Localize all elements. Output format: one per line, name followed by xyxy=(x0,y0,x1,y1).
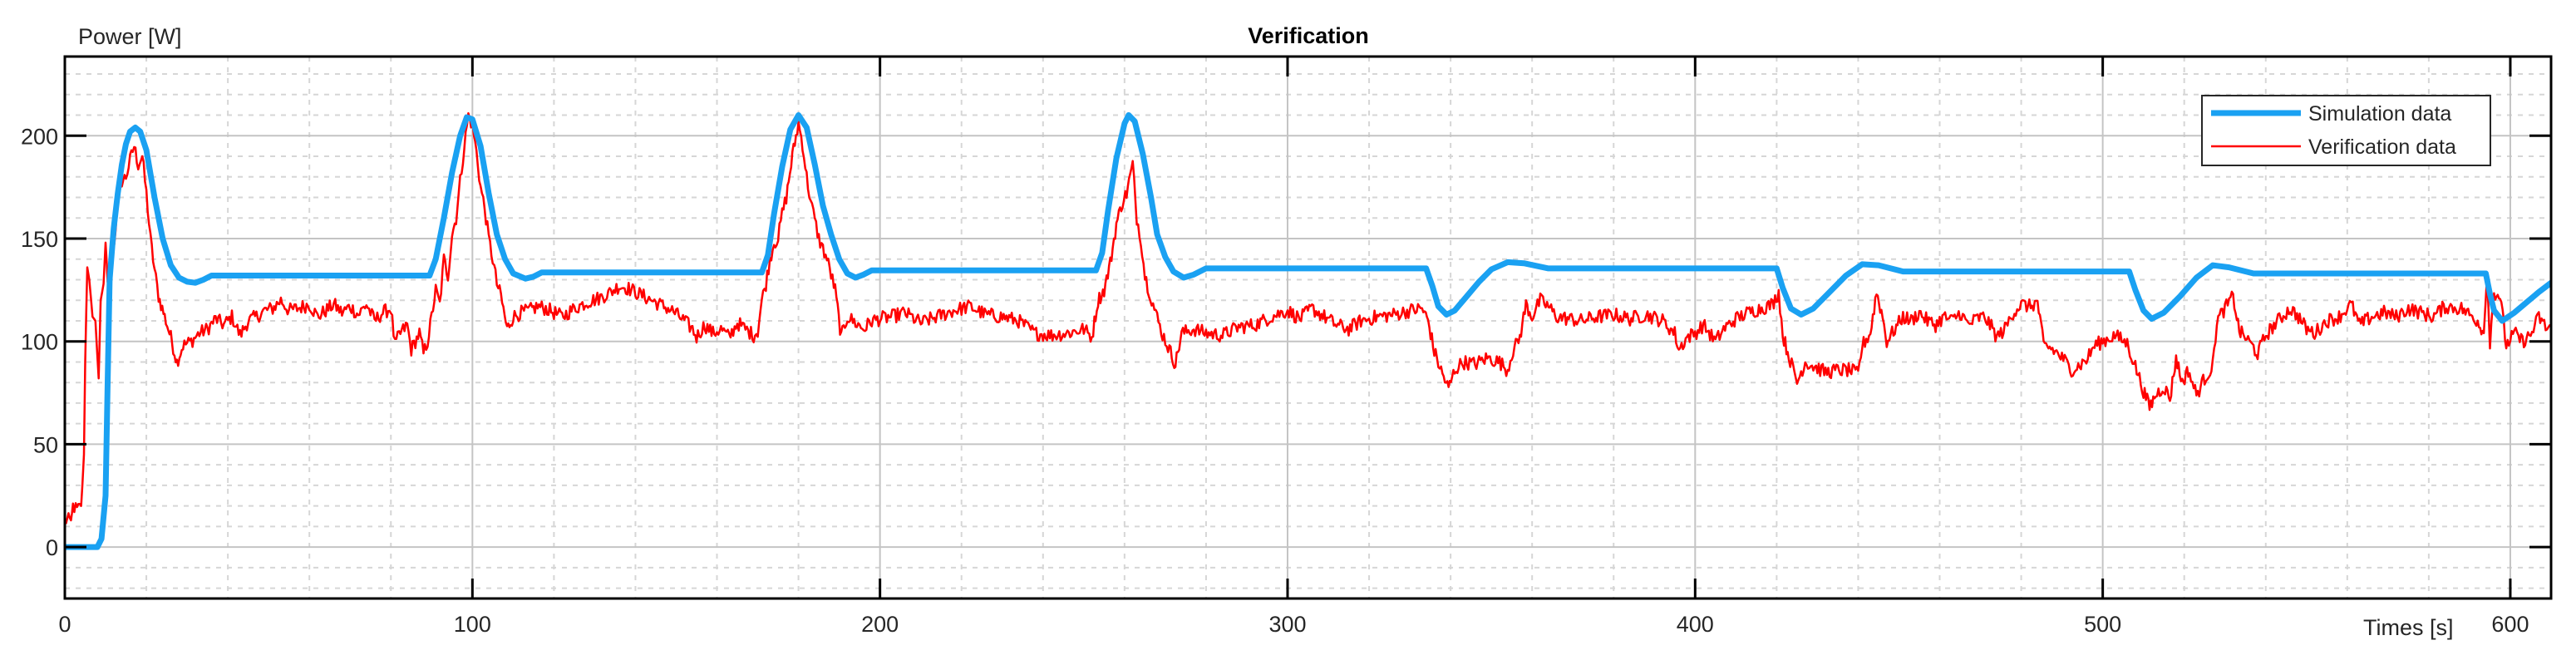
x-axis-label: Times [s] xyxy=(2363,615,2454,640)
series-layer xyxy=(65,111,2551,550)
axis-tick-labels: 0 100 200 300 400 500 600 0 50 100 150 200 xyxy=(21,124,2529,637)
simulation-data-line xyxy=(65,112,2551,550)
chart-title: Verification xyxy=(1248,23,1369,48)
x-tick-label: 500 xyxy=(2084,612,2121,637)
x-tick-label: 0 xyxy=(58,612,71,637)
x-tick-label: 600 xyxy=(2491,612,2529,637)
y-tick-label: 0 xyxy=(46,535,58,560)
major-grid xyxy=(65,57,2551,598)
verification-data-line xyxy=(65,111,2551,525)
axis-ticks xyxy=(63,57,2551,598)
plot-background xyxy=(65,57,2551,598)
y-tick-label: 200 xyxy=(21,124,58,149)
x-tick-label: 400 xyxy=(1677,612,1714,637)
y-tick-label: 150 xyxy=(21,227,58,252)
minor-grid xyxy=(65,57,2551,598)
x-tick-label: 200 xyxy=(861,612,899,637)
legend-simulation-label: Simulation data xyxy=(2308,102,2451,126)
legend-box xyxy=(2201,95,2491,166)
x-tick-label: 300 xyxy=(1268,612,1306,637)
plot-area: 0 100 200 300 400 500 600 0 50 100 150 200 xyxy=(21,55,2553,637)
y-tick-label: 100 xyxy=(21,330,58,355)
axes-box xyxy=(63,55,2553,600)
legend: Simulation data Verification data xyxy=(2201,95,2491,166)
y-axis-label: Power [W] xyxy=(78,24,182,49)
y-tick-label: 50 xyxy=(33,432,58,457)
legend-verification-label: Verification data xyxy=(2308,135,2456,159)
x-tick-label: 100 xyxy=(454,612,491,637)
